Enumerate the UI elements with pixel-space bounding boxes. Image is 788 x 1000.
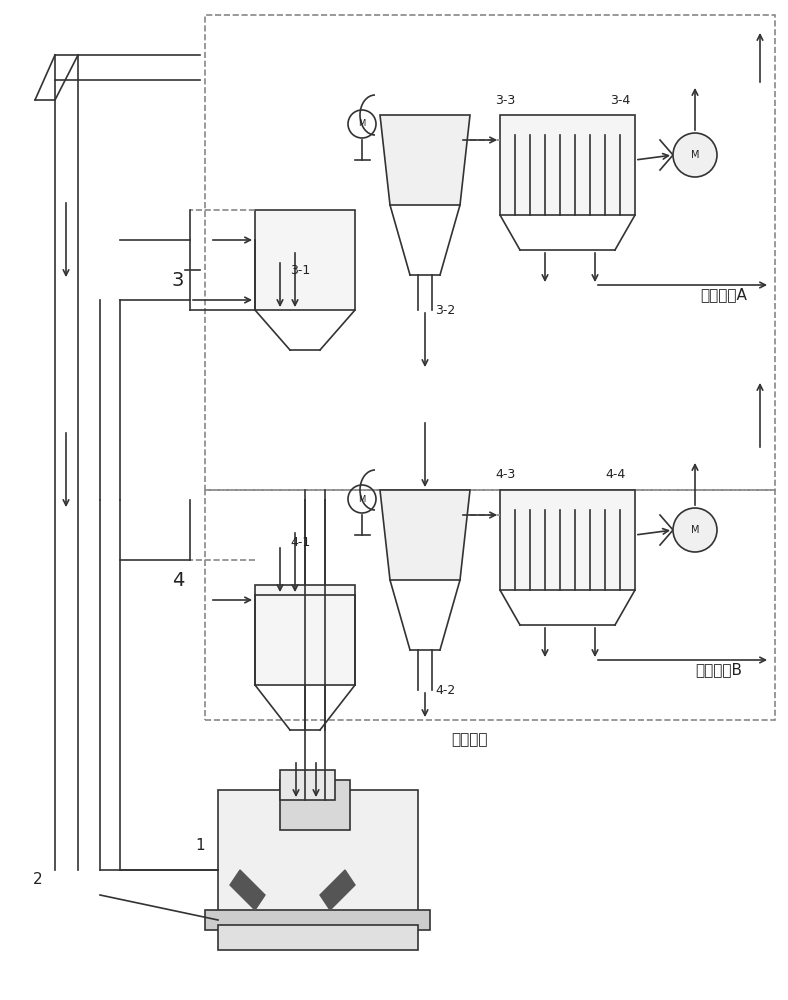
Bar	[205, 490, 775, 720]
Polygon shape	[320, 870, 355, 910]
Text: 4-3: 4-3	[495, 468, 515, 482]
Text: 3: 3	[172, 270, 184, 290]
Polygon shape	[380, 115, 470, 205]
Text: M: M	[691, 525, 699, 535]
Bar	[280, 770, 335, 800]
Polygon shape	[230, 870, 265, 910]
Bar	[205, 910, 430, 930]
Text: 1: 1	[195, 838, 205, 852]
Text: 4-2: 4-2	[435, 684, 455, 696]
Text: M: M	[359, 494, 366, 504]
Text: 2: 2	[33, 872, 43, 888]
Text: 4: 4	[172, 570, 184, 589]
Polygon shape	[380, 490, 470, 580]
Text: 4-1: 4-1	[290, 536, 310, 548]
Text: M: M	[691, 150, 699, 160]
Bar	[255, 210, 355, 310]
Text: 3-2: 3-2	[435, 304, 455, 316]
Bar	[218, 790, 418, 920]
Bar	[205, 15, 775, 490]
Bar	[280, 780, 350, 830]
Text: 3-4: 3-4	[610, 94, 630, 106]
Text: M: M	[359, 119, 366, 128]
Bar	[255, 585, 355, 685]
Text: 水泥原料: 水泥原料	[452, 732, 489, 748]
Text: 4-4: 4-4	[605, 468, 625, 482]
Bar	[500, 115, 635, 215]
Text: 3-3: 3-3	[495, 94, 515, 106]
Circle shape	[673, 508, 717, 552]
Text: 3-1: 3-1	[290, 263, 310, 276]
Text: 水泥产品A: 水泥产品A	[700, 288, 747, 302]
Text: 水泥产品B: 水泥产品B	[695, 662, 742, 678]
Bar	[500, 490, 635, 590]
Bar	[218, 925, 418, 950]
Circle shape	[673, 133, 717, 177]
